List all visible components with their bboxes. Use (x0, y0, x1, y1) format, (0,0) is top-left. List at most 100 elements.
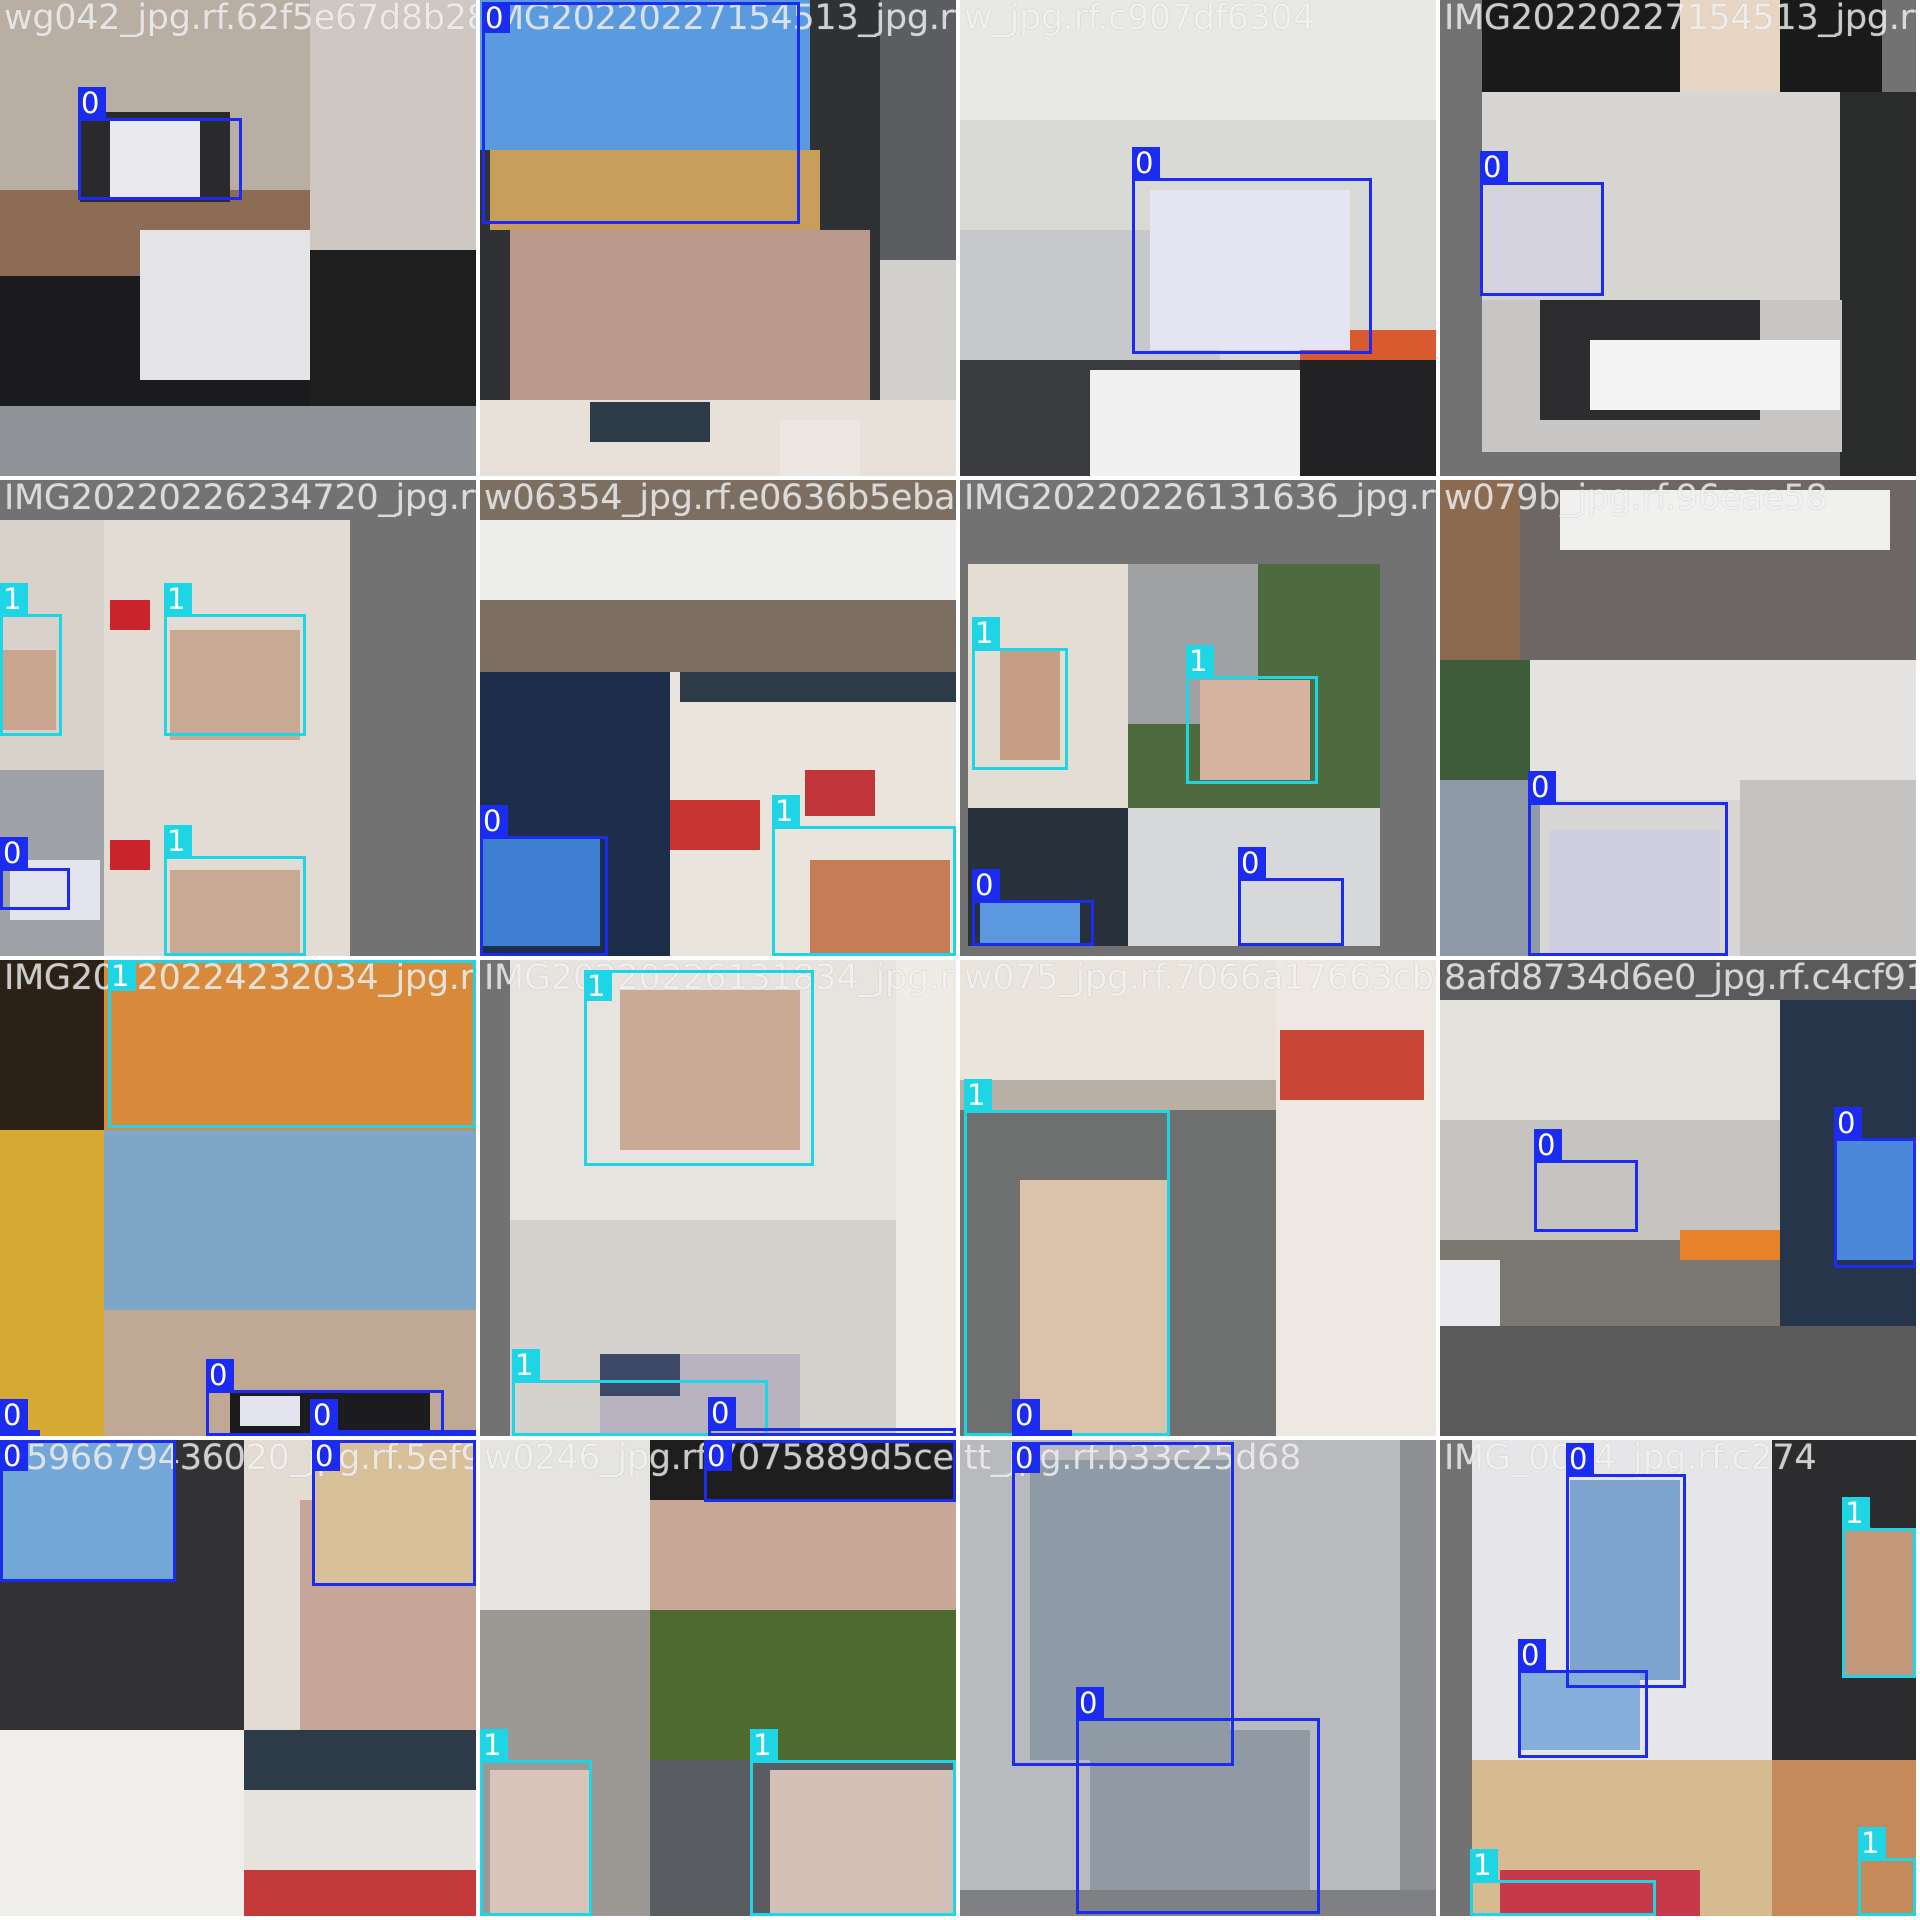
bounding-box: 1 (972, 617, 1068, 770)
tile-filename: IMG20220226131834_jpg.rf (484, 960, 956, 998)
bounding-box: 0 (312, 1440, 476, 1586)
tile-photo (960, 1440, 1436, 1916)
bounding-box: 0 (972, 869, 1094, 946)
tile-filename: w06354_jpg.rf.e0636b5ebab5e4 (484, 480, 956, 518)
class-label: 1 (750, 1729, 778, 1761)
tile-photo (480, 960, 956, 1436)
class-label: 1 (1186, 645, 1214, 677)
tile-filename: w075_jpg.rf.7066a17663cb9 (964, 960, 1436, 998)
tile-filename: IMG20220227154513_jpg.rf (484, 0, 956, 38)
mosaic-tile: w0246_jpg.rf.7075889d5ce8 011 (480, 1440, 956, 1916)
class-label: 0 (1518, 1639, 1546, 1671)
bounding-box: 0 (482, 2, 800, 224)
mosaic-tile: IMG20220224232034_jpg.rf 1 0 0 0 (0, 960, 476, 1436)
class-label: 0 (0, 837, 28, 869)
bounding-box: 0 (1076, 1687, 1320, 1914)
bounding-box: 1 (584, 970, 814, 1166)
bounding-box: 1 (964, 1079, 1170, 1436)
mosaic-tile: IMG20220227154513_jpg.rf 0 (480, 0, 956, 476)
bounding-box: 0 (1480, 151, 1604, 296)
class-label: 0 (0, 1399, 28, 1431)
tile-photo (0, 1440, 476, 1916)
mosaic-tile: w079b_jpg.rf.96eae58 0 (1440, 480, 1916, 956)
class-label: 0 (1076, 1687, 1104, 1719)
tile-photo (480, 480, 956, 956)
class-label: 1 (1842, 1497, 1870, 1529)
bounding-box: 0 (1566, 1443, 1686, 1688)
class-label: 1 (0, 583, 28, 615)
tile-filename: IMG20220227154513_jpg.rf.82 (1444, 0, 1916, 38)
class-label: 1 (972, 617, 1000, 649)
class-label: 0 (1480, 151, 1508, 183)
bounding-box: 1 (1470, 1849, 1656, 1916)
class-label: 1 (164, 583, 192, 615)
tile-photo (480, 1440, 956, 1916)
tile-filename: wg042_jpg.rf.62f5e67d8b28 (4, 0, 476, 38)
tile-photo (480, 0, 956, 476)
class-label: 1 (584, 970, 612, 1002)
class-label: 0 (1132, 147, 1160, 179)
mosaic-tile: IMG_0014_jpg.rf.c274 0 0 1 1 1 (1440, 1440, 1916, 1916)
class-label: 1 (964, 1079, 992, 1111)
class-label: 0 (1534, 1129, 1562, 1161)
bounding-box: 0 (1012, 1442, 1234, 1766)
class-label: 0 (708, 1397, 736, 1429)
class-label: 0 (1834, 1107, 1862, 1139)
bounding-box: 1 (108, 960, 476, 1128)
tile-photo (960, 0, 1436, 476)
class-label: 0 (310, 1399, 338, 1431)
tile-filename: w079b_jpg.rf.96eae58 (1444, 480, 1828, 518)
bounding-box: 1 (0, 583, 62, 736)
tile-photo (960, 960, 1436, 1436)
bounding-box: 0 (480, 805, 608, 956)
bounding-box: 0 (704, 1440, 956, 1502)
class-label: 0 (482, 2, 510, 34)
bounding-box: 0 (1528, 771, 1728, 956)
mosaic-tile: wg042_jpg.rf.62f5e67d8b28 0 (0, 0, 476, 476)
tile-filename: IMG20220226131636_jpg.rf (964, 480, 1436, 518)
class-label: 1 (512, 1349, 540, 1381)
class-label: 0 (312, 1440, 340, 1472)
class-label: 0 (972, 869, 1000, 901)
tile-filename: IMG20220226234720_jpg.rf (4, 480, 476, 518)
class-label: 0 (78, 87, 106, 119)
bounding-box: 0 (310, 1399, 476, 1436)
bounding-box: 1 (1858, 1827, 1916, 1916)
bounding-box: 0 (1534, 1129, 1638, 1232)
class-label: 1 (164, 825, 192, 857)
class-label: 1 (480, 1729, 508, 1761)
class-label: 0 (1012, 1399, 1040, 1431)
class-label: 0 (704, 1440, 732, 1472)
bounding-box: 0 (708, 1397, 956, 1436)
mosaic-tile: IMG20220226234720_jpg.rf 1 1 0 1 (0, 480, 476, 956)
bounding-box: 0 (1238, 847, 1344, 946)
bounding-box: 1 (480, 1729, 592, 1916)
bounding-box: 1 (1186, 645, 1318, 784)
class-label: 1 (1470, 1849, 1498, 1881)
class-label: 1 (108, 960, 136, 992)
mosaic-tile: w075_jpg.rf.7066a17663cb9 1 0 (960, 960, 1436, 1436)
tile-photo (960, 480, 1436, 956)
mosaic-tile: w06354_jpg.rf.e0636b5ebab5e4 0 1 (480, 480, 956, 956)
class-label: 0 (1238, 847, 1266, 879)
bounding-box: 0 (78, 87, 242, 200)
tile-photo (0, 0, 476, 476)
mosaic-tile: 8afd8734d6e0_jpg.rf.c4cf910 0 0 (1440, 960, 1916, 1436)
tile-photo (0, 960, 476, 1436)
class-label: 1 (1858, 1827, 1886, 1859)
bounding-box: 0 (1518, 1639, 1648, 1758)
bounding-box: 1 (512, 1349, 768, 1436)
class-label: 0 (0, 1440, 28, 1472)
tile-filename: w_jpg.rf.c907df6304 (964, 0, 1315, 38)
bounding-box: 1 (164, 825, 306, 956)
mosaic-tile: 1596679436020_jpg.rf.5ef9 0 0 (0, 1440, 476, 1916)
tile-filename: IMG_0014_jpg.rf.c274 (1444, 1440, 1817, 1478)
class-label: 1 (772, 795, 800, 827)
bounding-box: 1 (750, 1729, 956, 1916)
class-label: 0 (1528, 771, 1556, 803)
bounding-box: 1 (772, 795, 956, 956)
bounding-box: 0 (1834, 1107, 1916, 1268)
class-label: 0 (1012, 1442, 1040, 1474)
